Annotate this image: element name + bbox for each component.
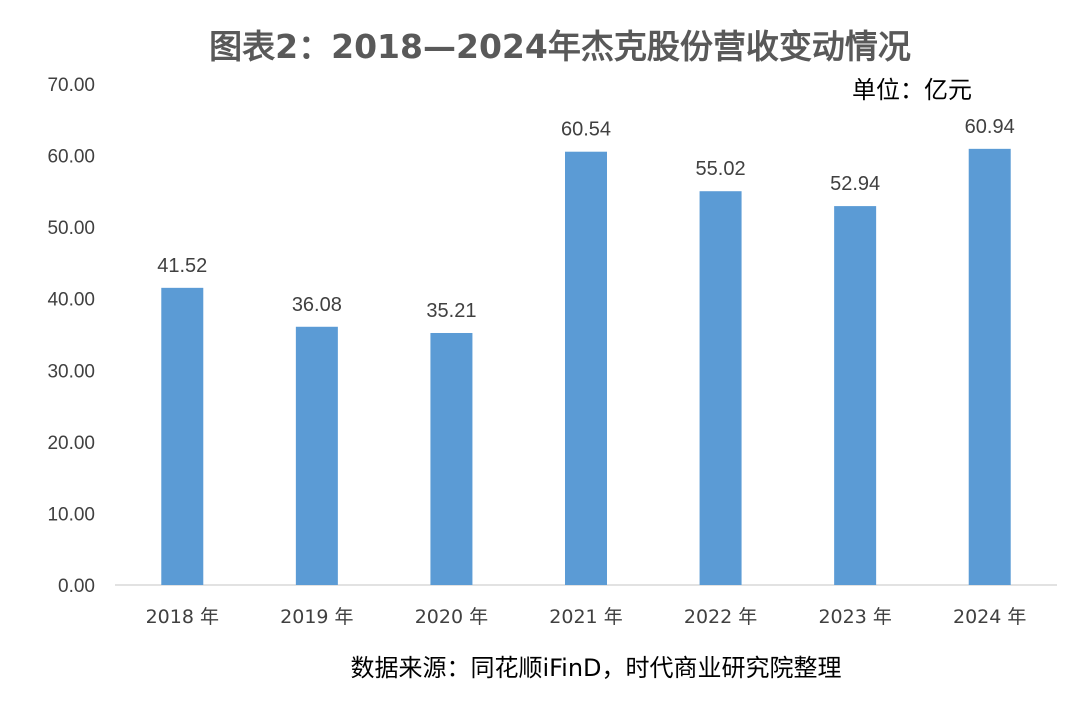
y-tick-label: 20.00 [47, 433, 95, 454]
x-tick-label: 2021 年 [549, 606, 622, 628]
x-tick-label: 2024 年 [953, 606, 1026, 628]
x-tick-label: 2018 年 [146, 606, 219, 628]
x-tick-label: 2020 年 [415, 606, 488, 628]
data-label: 52.94 [830, 173, 880, 195]
data-labels-group: 41.52 36.08 35.21 60.54 55.02 52.94 60.94 [157, 116, 1014, 322]
data-label: 60.54 [561, 119, 611, 141]
x-axis-labels: 2018 年 2019 年 2020 年 2021 年 2022 年 2023 年 2024… [146, 606, 1027, 628]
data-label: 41.52 [157, 255, 207, 277]
y-tick-label: 70.00 [47, 75, 95, 96]
bar [295, 326, 338, 585]
bar [565, 151, 607, 585]
x-tick-label: 2023 年 [818, 606, 891, 628]
x-tick-label: 2022 年 [684, 606, 757, 628]
y-axis-ticks: 0.00 10.00 20.00 30.00 40.00 50.00 60.00 70.00 [47, 75, 95, 597]
x-tick-label: 2019 年 [280, 606, 353, 628]
data-label: 35.21 [426, 300, 476, 322]
bar [430, 332, 473, 585]
source-note: 数据来源：同花顺iFinD，时代商业研究院整理 [350, 654, 841, 682]
y-tick-label: 0.00 [58, 576, 95, 597]
data-label: 60.94 [965, 116, 1015, 138]
y-tick-label: 40.00 [47, 290, 95, 311]
bar [968, 148, 1011, 585]
unit-label: 单位：亿元 [852, 76, 972, 104]
data-label: 36.08 [292, 294, 342, 316]
y-tick-label: 50.00 [47, 218, 95, 239]
data-label: 55.02 [696, 158, 746, 180]
bars-group [161, 148, 1011, 586]
bar [161, 287, 204, 585]
bar [699, 191, 742, 586]
y-tick-label: 30.00 [47, 361, 95, 382]
y-tick-label: 60.00 [47, 147, 95, 168]
y-tick-label: 10.00 [47, 504, 95, 525]
chart-title: 图表2：2018—2024年杰克股份营收变动情况 [209, 27, 911, 66]
bar [834, 206, 877, 585]
